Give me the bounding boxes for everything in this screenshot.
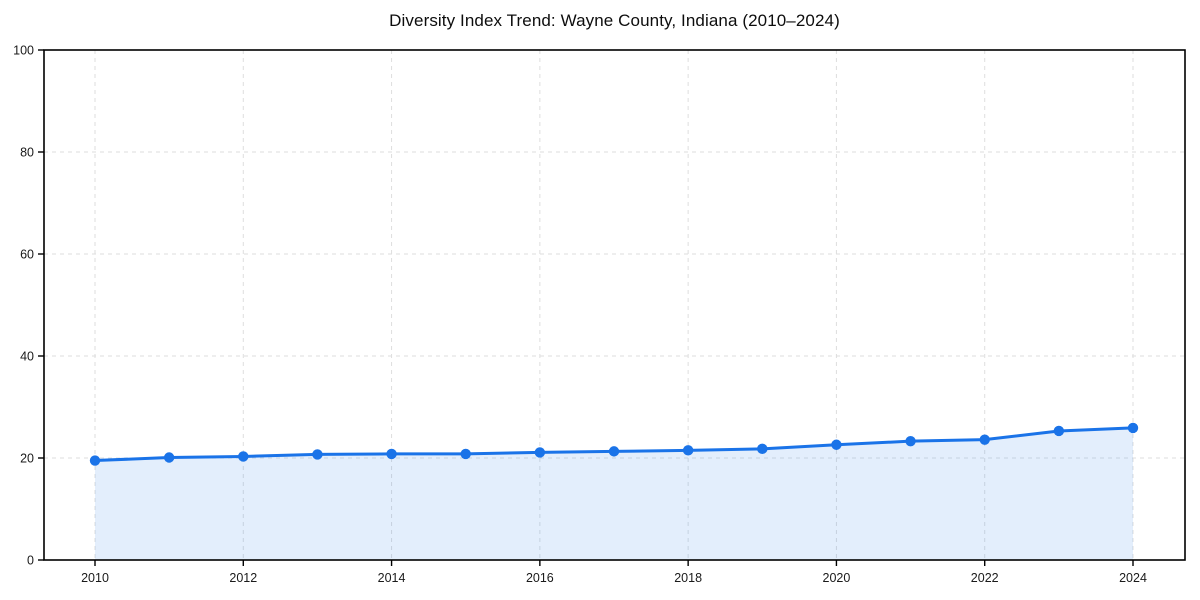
y-tick-label: 40 xyxy=(20,350,34,364)
x-tick-label: 2014 xyxy=(378,571,406,585)
x-tick-label: 2012 xyxy=(229,571,257,585)
x-tick-label: 2010 xyxy=(81,571,109,585)
data-point xyxy=(757,443,768,455)
y-tick-label: 0 xyxy=(27,554,34,568)
y-tick-label: 80 xyxy=(20,146,34,160)
data-point xyxy=(386,448,397,460)
data-point xyxy=(312,449,323,460)
data-point xyxy=(831,439,842,450)
y-tick-label: 60 xyxy=(20,248,34,262)
data-point xyxy=(1053,425,1065,437)
area-fill xyxy=(95,427,1133,560)
data-point xyxy=(163,452,175,463)
chart-title: Diversity Index Trend: Wayne County, Ind… xyxy=(389,11,840,30)
data-point xyxy=(460,448,471,460)
plot-border xyxy=(43,49,1186,561)
x-tick-label: 2022 xyxy=(971,571,999,585)
data-point xyxy=(682,445,694,456)
x-tick-label: 2024 xyxy=(1119,571,1147,585)
x-tick-label: 2018 xyxy=(674,571,702,585)
data-point xyxy=(608,446,620,457)
x-tick-label: 2020 xyxy=(823,571,851,585)
y-tick-label: 100 xyxy=(13,44,34,58)
x-tick-label: 2016 xyxy=(526,571,554,585)
data-point xyxy=(238,451,249,462)
data-point xyxy=(89,455,101,466)
data-point xyxy=(1127,422,1139,434)
data-point xyxy=(905,435,916,447)
y-tick-label: 20 xyxy=(20,452,34,466)
data-point xyxy=(534,447,546,458)
data-point xyxy=(979,434,990,445)
